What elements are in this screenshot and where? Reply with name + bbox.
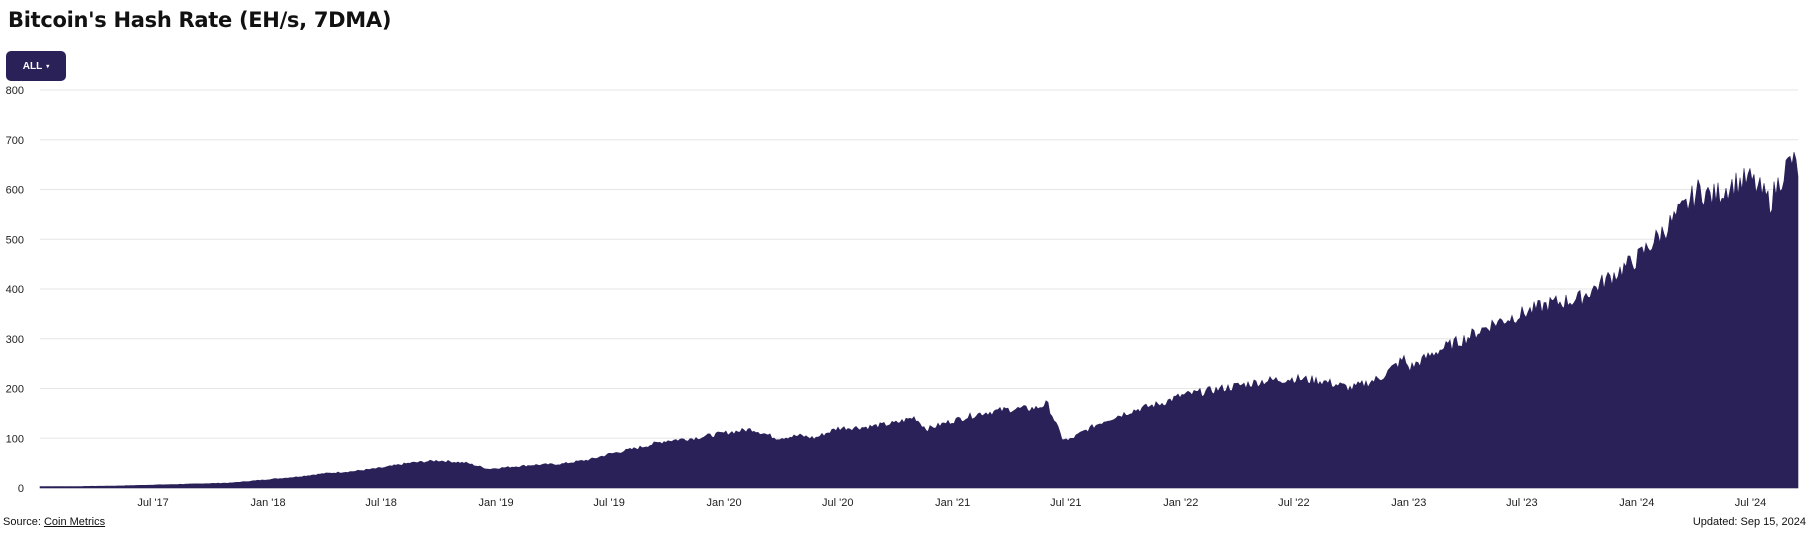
x-tick-label: Jul '22 xyxy=(1278,497,1309,509)
x-tick-label: Jul '24 xyxy=(1735,497,1766,509)
x-tick-label: Jul '21 xyxy=(1050,497,1081,509)
y-tick-label: 600 xyxy=(6,185,24,197)
range-selector-label: ALL xyxy=(22,60,43,72)
y-tick-label: 800 xyxy=(6,85,24,97)
source-prefix: Source: xyxy=(3,516,44,528)
y-axis: 0 100 200 300 400 500 600 700 800 xyxy=(6,85,24,495)
y-tick-label: 400 xyxy=(6,284,24,296)
y-tick-label: 300 xyxy=(6,334,24,346)
series-area xyxy=(39,152,1799,489)
x-tick-label: Jul '17 xyxy=(137,497,168,509)
source-link[interactable]: Coin Metrics xyxy=(43,516,106,528)
x-tick-label: Jul '18 xyxy=(365,497,396,509)
hash-rate-area xyxy=(39,152,1799,489)
x-tick-label: Jan '23 xyxy=(1391,497,1426,509)
y-tick-label: 700 xyxy=(6,135,24,147)
page-title: Bitcoin's Hash Rate (EH/s, 7DMA) xyxy=(8,8,392,32)
chevron-down-icon: ▾ xyxy=(46,63,50,70)
x-tick-label: Jan '18 xyxy=(250,497,285,509)
x-tick-label: Jan '22 xyxy=(1163,497,1198,509)
x-tick-label: Jan '24 xyxy=(1619,497,1654,509)
source-note: Source: Coin Metrics xyxy=(3,516,105,528)
x-tick-label: Jul '19 xyxy=(593,497,624,509)
y-tick-label: 100 xyxy=(6,433,24,445)
updated-date: Updated: Sep 15, 2024 xyxy=(1692,516,1806,528)
x-tick-label: Jul '23 xyxy=(1506,497,1537,509)
range-selector-button[interactable]: ALL ▾ xyxy=(6,51,66,81)
y-tick-label: 200 xyxy=(6,384,24,396)
x-axis: Jul '17 Jan '18 Jul '18 Jan '19 Jul '19 Jan '… xyxy=(137,497,1766,509)
y-tick-label: 500 xyxy=(6,234,24,246)
x-tick-label: Jan '20 xyxy=(707,497,742,509)
y-tick-label: 0 xyxy=(18,483,24,495)
x-tick-label: Jan '21 xyxy=(935,497,970,509)
x-tick-label: Jul '20 xyxy=(822,497,853,509)
x-tick-label: Jan '19 xyxy=(478,497,513,509)
